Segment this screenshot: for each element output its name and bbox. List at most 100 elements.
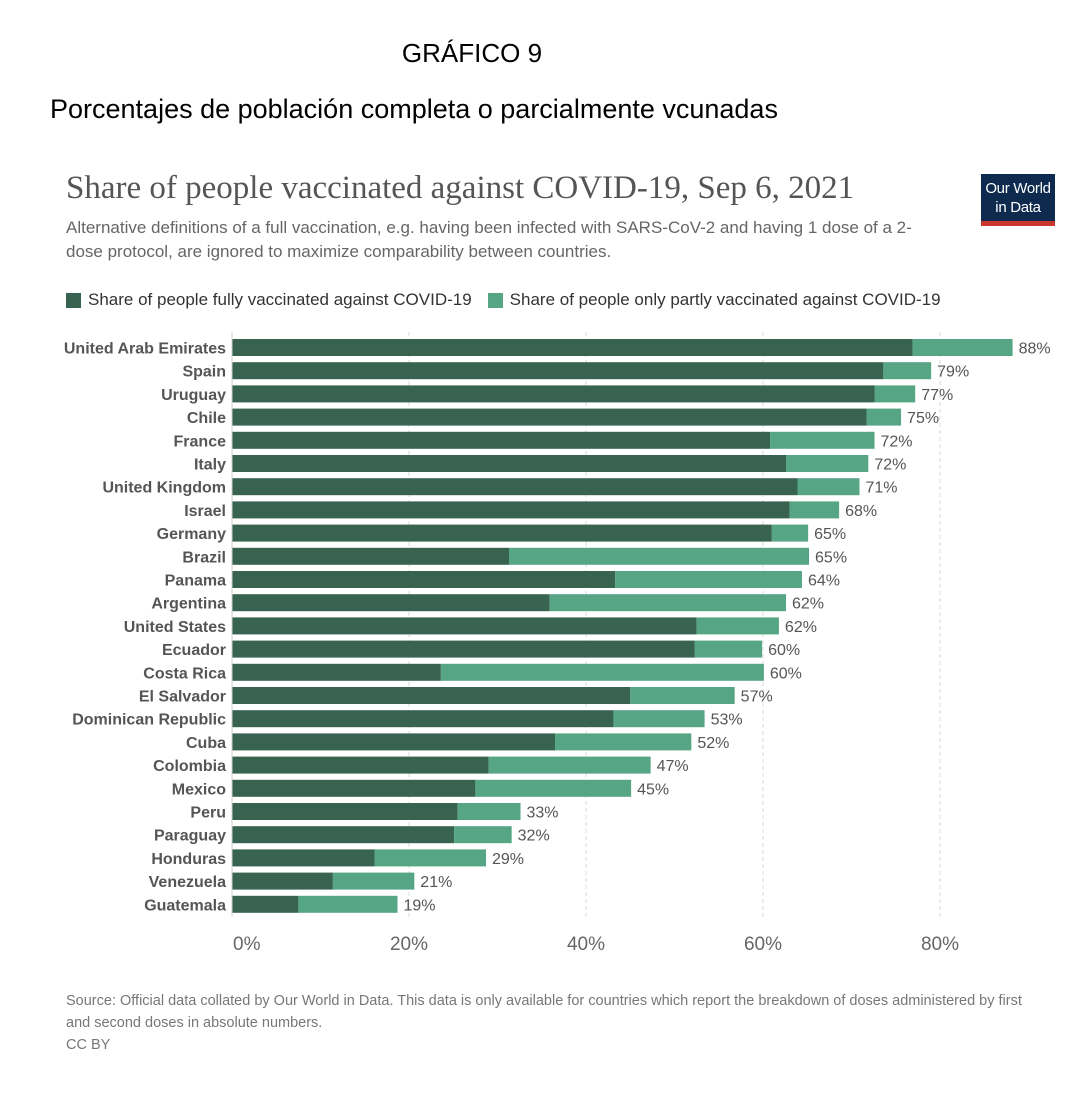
bar-partly-vaccinated <box>912 339 1013 356</box>
bar-partly-vaccinated <box>440 663 764 681</box>
total-value-label: 64% <box>808 573 840 590</box>
bar-partly-vaccinated <box>374 849 486 867</box>
category-label: Uruguay <box>161 387 226 404</box>
bar-partly-vaccinated <box>770 431 875 449</box>
bar-fully-vaccinated <box>232 872 333 890</box>
bar-fully-vaccinated <box>232 385 875 403</box>
document-subheading: Porcentajes de población completa o parc… <box>50 94 778 124</box>
bar-partly-vaccinated <box>613 710 705 728</box>
owid-logo[interactable]: Our World in Data <box>981 174 1055 226</box>
category-label: Venezuela <box>149 874 226 891</box>
category-label: El Salvador <box>139 689 226 706</box>
bar-fully-vaccinated <box>232 431 771 449</box>
bar-partly-vaccinated <box>874 385 916 403</box>
legend-item-partly[interactable]: Share of people only partly vaccinated a… <box>487 290 941 310</box>
bar-partly-vaccinated <box>488 756 651 774</box>
bar-fully-vaccinated <box>232 710 614 728</box>
category-label: Paraguay <box>154 828 226 845</box>
total-value-label: 71% <box>865 480 897 497</box>
bar-partly-vaccinated <box>549 594 787 612</box>
bar-partly-vaccinated <box>797 478 860 496</box>
category-label: Panama <box>165 573 226 590</box>
bar-partly-vaccinated <box>475 779 632 797</box>
category-label: Guatemala <box>144 897 226 914</box>
x-tick-label: 40% <box>567 934 605 955</box>
category-label: Germany <box>157 526 226 543</box>
bar-partly-vaccinated <box>866 408 902 426</box>
license-text: CC BY <box>66 1037 111 1053</box>
category-label: Honduras <box>151 851 226 868</box>
total-value-label: 33% <box>527 805 559 822</box>
category-label: Italy <box>194 457 226 474</box>
category-label: Ecuador <box>162 642 226 659</box>
bar-fully-vaccinated <box>232 733 556 751</box>
bar-fully-vaccinated <box>232 756 489 774</box>
bar-fully-vaccinated <box>232 455 787 472</box>
total-value-label: 52% <box>697 735 729 752</box>
category-label: Mexico <box>172 781 226 798</box>
bar-fully-vaccinated <box>232 362 884 380</box>
category-label: United Kingdom <box>102 480 226 497</box>
logo-line-2: in Data <box>995 199 1041 216</box>
category-label: Chile <box>187 410 226 427</box>
chart-title: Share of people vaccinated against COVID… <box>66 170 855 206</box>
bar-fully-vaccinated <box>232 547 510 565</box>
bar-fully-vaccinated <box>232 779 476 797</box>
bar-fully-vaccinated <box>232 571 616 588</box>
bar-partly-vaccinated <box>883 362 932 380</box>
bar-fully-vaccinated <box>232 478 798 496</box>
category-label: Israel <box>184 503 226 520</box>
total-value-label: 45% <box>637 781 669 798</box>
bar-fully-vaccinated <box>232 408 867 426</box>
total-value-label: 60% <box>768 642 800 659</box>
total-value-label: 32% <box>518 828 550 845</box>
legend-swatch-fully <box>66 292 81 308</box>
total-value-label: 65% <box>814 526 846 543</box>
logo-line-1: Our World <box>985 180 1051 197</box>
total-value-label: 68% <box>845 503 877 520</box>
total-value-label: 19% <box>403 897 435 914</box>
chart-legend: Share of people fully vaccinated against… <box>66 290 957 310</box>
chart-subtitle: Alternative definitions of a full vaccin… <box>66 218 912 261</box>
category-label: Costa Rica <box>143 665 226 682</box>
bar-partly-vaccinated <box>630 687 735 704</box>
bar-fully-vaccinated <box>232 501 790 519</box>
total-value-label: 29% <box>492 851 524 868</box>
total-value-label: 79% <box>937 364 969 381</box>
document-heading: GRÁFICO 9 <box>401 38 543 68</box>
bar-partly-vaccinated <box>332 872 415 890</box>
bar-partly-vaccinated <box>509 547 810 565</box>
category-label: Spain <box>182 364 226 381</box>
bar-partly-vaccinated <box>694 640 763 658</box>
bar-partly-vaccinated <box>615 571 802 588</box>
x-tick-label: 80% <box>921 934 959 955</box>
bar-fully-vaccinated <box>232 826 455 844</box>
bar-partly-vaccinated <box>457 803 521 820</box>
category-label: Peru <box>190 805 226 822</box>
x-tick-label: 0% <box>233 934 261 955</box>
bar-partly-vaccinated <box>555 733 692 751</box>
total-value-label: 75% <box>907 410 939 427</box>
category-label: United States <box>124 619 226 636</box>
bar-partly-vaccinated <box>771 524 809 542</box>
total-value-label: 65% <box>815 549 847 566</box>
bar-fully-vaccinated <box>232 617 697 635</box>
legend-label-fully: Share of people fully vaccinated against… <box>88 290 472 309</box>
total-value-label: 21% <box>420 874 452 891</box>
bar-fully-vaccinated <box>232 594 550 612</box>
total-value-label: 88% <box>1019 341 1051 358</box>
bar-partly-vaccinated <box>789 501 840 519</box>
legend-item-fully[interactable]: Share of people fully vaccinated against… <box>66 290 472 310</box>
legend-label-partly: Share of people only partly vaccinated a… <box>509 290 941 309</box>
total-value-label: 77% <box>921 387 953 404</box>
category-label: Cuba <box>186 735 226 752</box>
category-label: Dominican Republic <box>72 712 226 729</box>
bar-fully-vaccinated <box>232 640 695 658</box>
source-text: Source: Official data collated by Our Wo… <box>66 993 1022 1031</box>
x-tick-label: 60% <box>744 934 782 955</box>
bar-fully-vaccinated <box>232 895 299 913</box>
bar-chart: 0% 20% 40% 60% 80% United Arab Emirates 88% Spa… <box>64 332 1051 955</box>
bar-partly-vaccinated <box>298 895 398 913</box>
total-value-label: 62% <box>785 619 817 636</box>
total-value-label: 47% <box>657 758 689 775</box>
